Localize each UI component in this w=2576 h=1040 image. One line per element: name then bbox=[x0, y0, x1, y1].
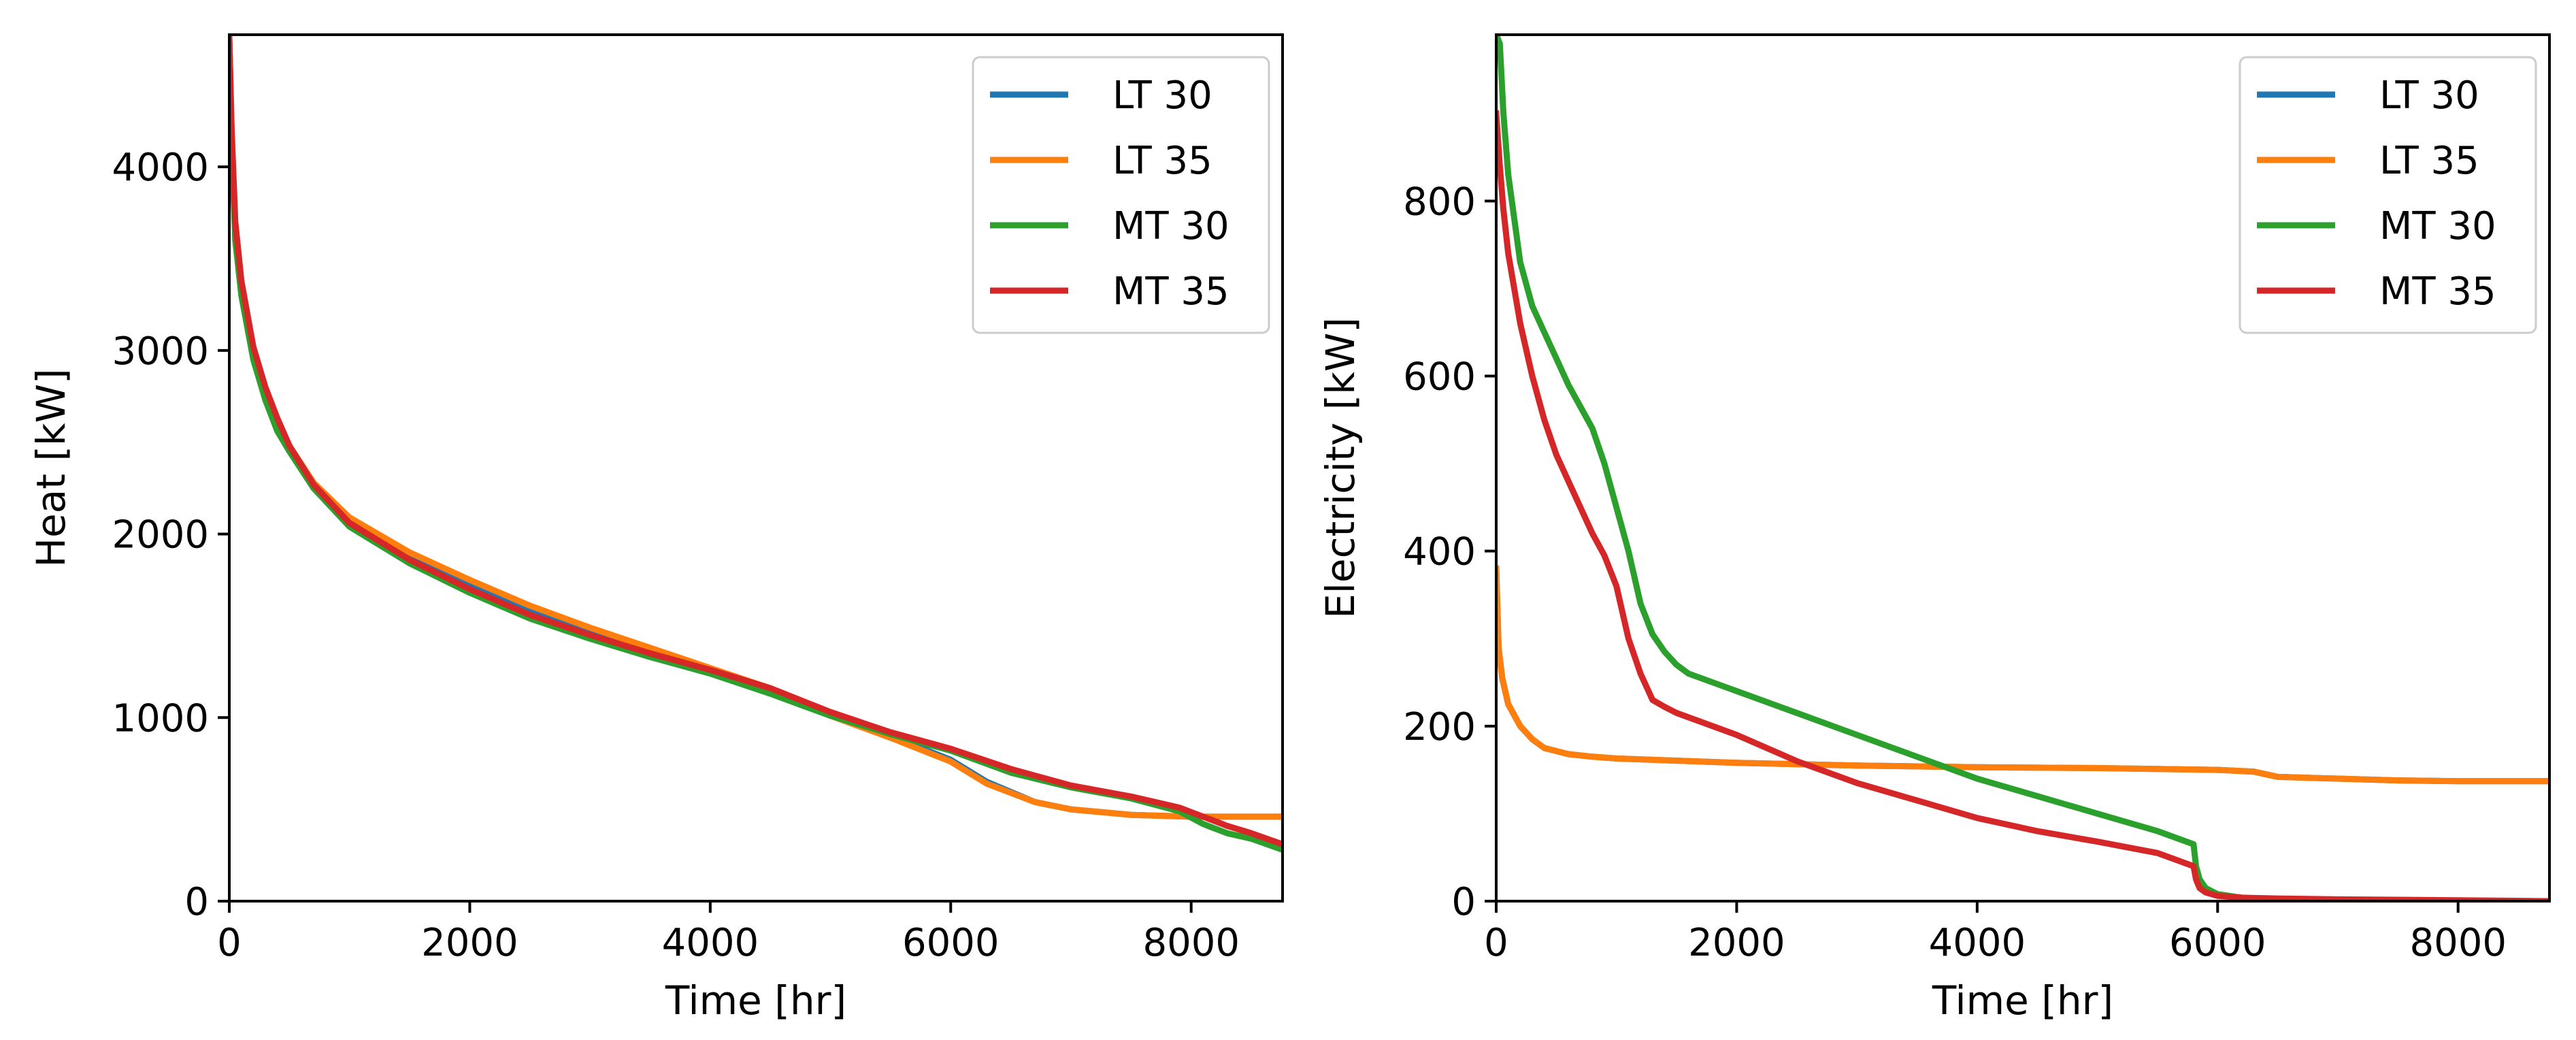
y-tick-label: 3000 bbox=[112, 329, 209, 374]
y-tick-label: 4000 bbox=[112, 146, 209, 190]
heat-legend: LT 30 LT 35 MT 30 MT 35 bbox=[972, 56, 1270, 334]
x-tick-label: 8000 bbox=[1142, 921, 1240, 965]
heat-series-group bbox=[229, 35, 1283, 854]
y-tick-label: 200 bbox=[1403, 705, 1476, 749]
x-tick-label: 4000 bbox=[1929, 921, 2026, 965]
y-tick-label: 600 bbox=[1403, 355, 1476, 399]
series-line-lt-35 bbox=[1496, 565, 2549, 785]
legend-label: MT 35 bbox=[1112, 270, 1229, 314]
legend-label: LT 35 bbox=[2379, 139, 2479, 183]
x-tick-label: 0 bbox=[1484, 921, 1508, 965]
y-tick-label: 2000 bbox=[112, 513, 209, 557]
x-axis-label: Time [hr] bbox=[1932, 977, 2113, 1024]
y-tick-label: 0 bbox=[184, 880, 209, 924]
series-line-mt-35 bbox=[1496, 110, 2549, 901]
series-line-lt-30 bbox=[1496, 565, 2549, 785]
electricity-legend: LT 30 LT 35 MT 30 MT 35 bbox=[2239, 56, 2537, 334]
x-tick-label: 0 bbox=[217, 921, 242, 965]
y-tick-label: 1000 bbox=[112, 696, 209, 741]
y-tick-label: 400 bbox=[1403, 530, 1476, 574]
y-tick-label: 0 bbox=[1451, 880, 1476, 924]
x-tick-label: 8000 bbox=[2409, 921, 2507, 965]
heat-axes-frame bbox=[228, 33, 1284, 903]
y-tick-label: 800 bbox=[1403, 180, 1476, 224]
legend-label: LT 30 bbox=[1112, 74, 1212, 118]
legend-label: MT 30 bbox=[2379, 204, 2496, 248]
legend-label: MT 30 bbox=[1112, 204, 1229, 248]
legend-box bbox=[972, 56, 1270, 334]
x-tick-label: 6000 bbox=[2169, 921, 2266, 965]
x-tick-label: 6000 bbox=[902, 921, 1000, 965]
electricity-series-group bbox=[1496, 35, 2549, 901]
y-axis-label: Electricity [kW] bbox=[1317, 317, 1364, 619]
x-tick-label: 2000 bbox=[1688, 921, 1785, 965]
series-line-mt-30 bbox=[1496, 35, 2549, 901]
series-line-mt-35 bbox=[229, 35, 1283, 848]
x-tick-label: 2000 bbox=[421, 921, 518, 965]
y-axis-label: Heat [kW] bbox=[28, 368, 74, 567]
legend-box bbox=[2239, 56, 2537, 334]
electricity-chart: 0 2000 4000 6000 8000 0 200 400 600 800 Time [hr] E… bbox=[1317, 33, 2551, 1024]
x-axis-label: Time [hr] bbox=[665, 977, 846, 1024]
x-tick-label: 4000 bbox=[662, 921, 759, 965]
legend-label: LT 35 bbox=[1112, 139, 1212, 183]
heat-chart: 0 2000 4000 6000 8000 0 1000 2000 3000 4000 Time [… bbox=[28, 33, 1284, 1024]
legend-label: MT 35 bbox=[2379, 270, 2496, 314]
electricity-axes-frame bbox=[1495, 33, 2551, 903]
legend-label: LT 30 bbox=[2379, 74, 2479, 118]
